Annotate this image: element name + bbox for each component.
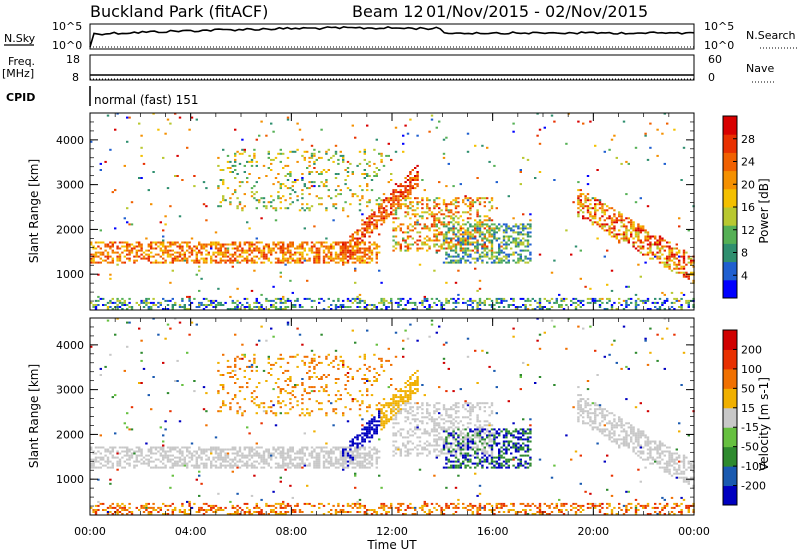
nave-tick-low: 0: [708, 71, 715, 84]
velocity-ytick-label: 4000: [56, 339, 84, 352]
cpid-row: CPID normal (fast) 151: [6, 86, 198, 107]
x-tick-labels: 00:00 04:00 08:00 12:00 16:00 20:00 00:00: [74, 525, 710, 538]
velocity-ylabel: Slant Range [km]: [27, 364, 41, 468]
velocity-cbar-swatch: [723, 427, 737, 448]
power-ytick-label: 1000: [56, 268, 84, 281]
power-cbar-swatch: [723, 243, 737, 263]
power-cbar-tick: 16: [741, 201, 755, 214]
nsky-label: N.Sky: [4, 32, 36, 45]
velocity-cbar-swatch: [723, 368, 737, 389]
velocity-ytick-label: 3000: [56, 384, 84, 397]
velocity-cbar-tick: 200: [741, 343, 762, 356]
x-tick-label: 12:00: [376, 525, 408, 538]
cpid-label: CPID: [6, 91, 35, 104]
velocity-ytick-label: 1000: [56, 473, 84, 486]
velocity-cbar-swatch: [723, 330, 737, 350]
noise-sky-line: [89, 25, 695, 48]
velocity-cbar-tick: 15: [741, 402, 755, 415]
power-cbar-tick: 20: [741, 178, 755, 191]
power-cbar-tick: 4: [741, 269, 748, 282]
x-tick-label: 20:00: [577, 525, 609, 538]
velocity-cbar-tick: -50: [741, 441, 759, 454]
velocity-cbar-tick: -200: [741, 480, 766, 493]
power-panel: 1000 2000 3000 4000 Slant Range [km] 4 8 12 16…: [27, 112, 771, 311]
velocity-cbar-swatch: [723, 466, 737, 487]
x-tick-label: 08:00: [275, 525, 307, 538]
velocity-data: [90, 317, 695, 515]
power-cbar-tick: 28: [741, 133, 755, 146]
velocity-cbar-tick: -15: [741, 421, 759, 434]
power-colorbar: 4 8 12 16 20 24 28: [722, 115, 755, 299]
power-cbar-label: Power [dB]: [757, 178, 771, 243]
velocity-cbar-swatch: [723, 485, 737, 506]
power-ytick-label: 4000: [56, 134, 84, 147]
power-cbar-swatch: [723, 134, 737, 153]
noise-tick-left-low: 10^0: [52, 39, 82, 52]
power-axes: 1000 2000 3000 4000: [56, 112, 695, 311]
nsearch-label: N.Search: [746, 29, 796, 42]
power-ytick-label: 2000: [56, 223, 84, 236]
power-cbar-swatch: [723, 261, 737, 281]
noise-tick-right-high: 10^5: [704, 20, 734, 33]
power-cbar-tick: 24: [741, 156, 755, 169]
velocity-cbar-swatch: [723, 407, 737, 428]
freq-label: Freq.: [8, 55, 35, 68]
velocity-cbar-swatch: [723, 446, 737, 467]
noise-tick-left-high: 10^5: [52, 20, 82, 33]
date-range: 01/Nov/2015 - 02/Nov/2015: [426, 2, 648, 21]
velocity-cbar-swatch: [723, 388, 737, 409]
noise-panel: N.Sky 10^5 10^0 10^5 10^0 N.Search: [4, 20, 798, 52]
freq-tick-low: 8: [72, 71, 79, 84]
velocity-panel: 1000 2000 3000 4000 Slant Range [km] 200 100…: [27, 317, 771, 516]
velocity-cbar-swatch: [723, 349, 737, 370]
velocity-cbar-tick: 50: [741, 382, 755, 395]
power-cbar-swatch: [723, 152, 737, 172]
power-data: [90, 112, 695, 310]
power-cbar-swatch: [723, 188, 737, 208]
power-cbar-tick: 8: [741, 247, 748, 260]
freq-panel: Freq. [MHz] 18 8 60 0 Nave: [2, 53, 776, 84]
x-tick-label: 04:00: [175, 525, 207, 538]
power-ylabel: Slant Range [km]: [27, 159, 41, 263]
freq-unit: [MHz]: [2, 67, 34, 80]
nave-tick-high: 60: [708, 53, 722, 66]
power-cbar-tick: 12: [741, 224, 755, 237]
x-axis-label: Time UT: [366, 538, 417, 552]
power-cbar-swatch: [723, 207, 737, 226]
power-cbar-swatch: [723, 116, 737, 135]
velocity-cbar-tick: -100: [741, 460, 766, 473]
power-cbar-swatch: [723, 279, 737, 299]
power-cbar-swatch: [723, 170, 737, 190]
power-ytick-label: 3000: [56, 179, 84, 192]
x-tick-label: 00:00: [74, 525, 106, 538]
velocity-cbar-tick: 100: [741, 363, 762, 376]
x-tick-label: 16:00: [477, 525, 509, 538]
velocity-colorbar: 200 100 50 15 -15 -50 -100 -200: [722, 329, 766, 506]
noise-tick-right-low: 10^0: [704, 39, 734, 52]
velocity-ytick-label: 2000: [56, 428, 84, 441]
x-tick-label: 00:00: [678, 525, 710, 538]
cpid-text: normal (fast) 151: [94, 93, 198, 107]
freq-tick-high: 18: [66, 53, 80, 66]
nave-label: Nave: [746, 62, 774, 75]
station-title: Buckland Park (fitACF): [90, 2, 268, 21]
beam-label: Beam 12: [352, 2, 424, 21]
velocity-axes: 1000 2000 3000 4000: [56, 317, 695, 516]
velocity-cbar-label: Velocity [m s-1]: [757, 377, 771, 471]
power-cbar-swatch: [723, 225, 737, 244]
